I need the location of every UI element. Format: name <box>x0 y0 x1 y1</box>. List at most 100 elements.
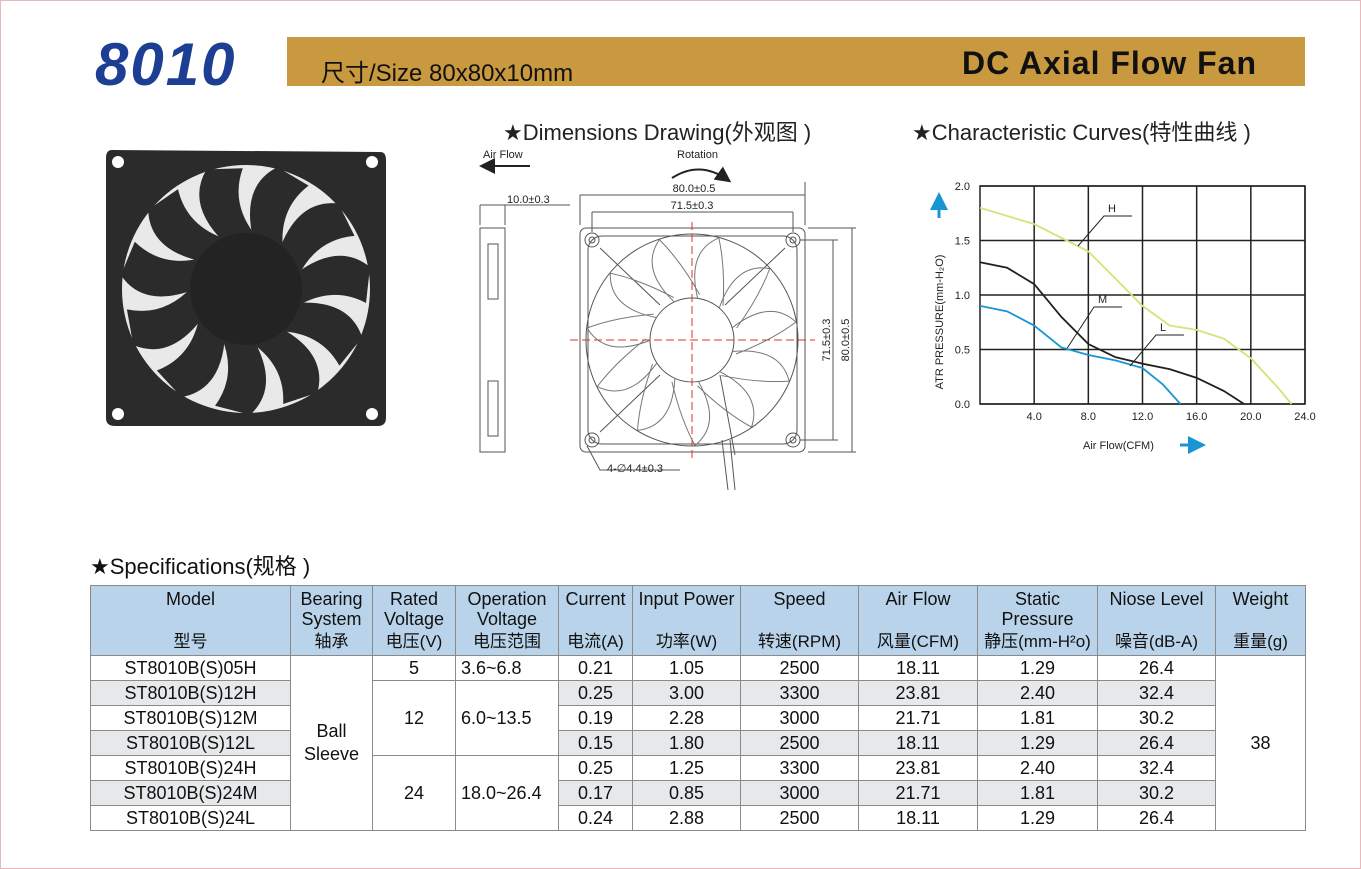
y-tick-label: 0.5 <box>955 345 970 357</box>
header-en: Weight <box>1232 589 1289 609</box>
drawing-blade <box>721 350 790 383</box>
header-en: Static Pressure <box>1001 589 1074 629</box>
spec-cell: 0.25 <box>558 680 633 706</box>
mount-hole <box>112 156 124 168</box>
dimensions-title: ★Dimensions Drawing(外观图 ) <box>503 120 811 145</box>
header-en: Bearing System <box>300 589 363 629</box>
spec-cell: 30.2 <box>1097 705 1216 731</box>
fan-hub <box>190 233 302 345</box>
spec-cell: 1.25 <box>632 755 741 781</box>
spec-cell: 3000 <box>740 705 859 731</box>
header-zh: 电流(A) <box>567 632 624 651</box>
header-en: Rated Voltage <box>383 589 445 629</box>
spec-cell: 32.4 <box>1097 755 1216 781</box>
fan-blade <box>250 326 320 404</box>
x-tick-label: 12.0 <box>1132 411 1153 423</box>
column-header: Speed 转速(RPM) <box>740 585 859 656</box>
y-tick-label: 1.5 <box>955 236 970 248</box>
leader-line <box>1065 306 1122 351</box>
column-header: Static Pressure 静压(mm-H²o) <box>977 585 1098 656</box>
spec-cell: 2.40 <box>977 680 1098 706</box>
spec-cell: 1.29 <box>977 730 1098 756</box>
model-number: 8010 <box>95 31 237 98</box>
voltage-range-cell: 3.6~6.8 <box>455 655 559 681</box>
spec-cell: 3300 <box>740 755 859 781</box>
header-zh: 轴承 <box>314 632 349 651</box>
hole-width: 71.5±0.3 <box>671 200 714 212</box>
spec-row: ST8010B(S)24M 0.17 0.85 3000 21.71 1.81 30.2 <box>90 780 1306 806</box>
header-en: Model <box>165 589 216 609</box>
bearing-cell: Ball Sleeve <box>290 655 373 831</box>
fan-blade <box>215 335 266 415</box>
voltage-range-cell: 18.0~26.4 <box>455 755 559 831</box>
spec-cell: 0.85 <box>632 780 741 806</box>
header-zh: 转速(RPM) <box>757 632 842 651</box>
model-cell: ST8010B(S)05H <box>90 655 291 681</box>
spec-cell: 1.29 <box>977 805 1098 831</box>
spec-cell: 21.71 <box>858 705 978 731</box>
fan-blade <box>278 302 363 366</box>
spec-cell: 2500 <box>740 805 859 831</box>
rated-voltage-cell: 24 <box>372 755 456 831</box>
header-en: Air Flow <box>885 589 951 609</box>
drawing-blade <box>609 272 675 319</box>
spec-cell: 3.00 <box>632 680 741 706</box>
spec-cell: 18.11 <box>858 730 978 756</box>
column-header: Rated Voltage 电压(V) <box>372 585 456 656</box>
chart-title: ★Characteristic Curves(特性曲线 ) <box>912 120 1251 145</box>
header-en: Current <box>565 589 626 609</box>
leader-line <box>1129 334 1184 367</box>
header-zh: 重量(g) <box>1233 632 1288 651</box>
model-cell: ST8010B(S)12H <box>90 680 291 706</box>
spec-cell: 2.28 <box>632 705 741 731</box>
rated-voltage-cell: 5 <box>372 655 456 681</box>
spec-cell: 0.25 <box>558 755 633 781</box>
drawing-blade <box>586 313 654 348</box>
weight-cell: 38 <box>1215 655 1306 831</box>
column-header: Model 型号 <box>90 585 291 656</box>
curve <box>979 206 1293 405</box>
header-zh: 电压(V) <box>385 632 443 651</box>
spec-cell: 0.24 <box>558 805 633 831</box>
mount-hole <box>366 408 378 420</box>
spec-cell: 0.21 <box>558 655 633 681</box>
header-zh: 静压(mm-H²o) <box>984 632 1091 651</box>
size: 尺寸/Size 80x80x10mm <box>321 60 574 87</box>
spec-cell: 0.19 <box>558 705 633 731</box>
drawing-blade <box>718 267 771 329</box>
column-header: Air Flow 风量(CFM) <box>858 585 978 656</box>
fan-blade <box>156 314 226 398</box>
spec-cell: 26.4 <box>1097 655 1216 681</box>
column-header: Niose Level 噪音(dB-A) <box>1097 585 1216 656</box>
spec-cell: 26.4 <box>1097 730 1216 756</box>
model-cell: ST8010B(S)24M <box>90 780 291 806</box>
product-name: DC Axial Flow Fan <box>962 45 1257 81</box>
model-cell: ST8010B(S)12M <box>90 705 291 731</box>
spec-cell: 1.81 <box>977 705 1098 731</box>
spec-cell: 2.40 <box>977 755 1098 781</box>
mount-hole <box>112 408 124 420</box>
drawing-blade <box>697 370 755 428</box>
depth-dimension: 10.0±0.3 <box>507 194 550 206</box>
fan-blade <box>294 255 370 307</box>
curve <box>979 261 1245 405</box>
spec-row: ST8010B(S)24H 24 18.0~26.4 0.25 1.25 3300 23.8… <box>90 755 1306 831</box>
spec-cell: 23.81 <box>858 755 978 781</box>
column-header: Bearing System 轴承 <box>290 585 373 656</box>
x-axis-label: Air Flow(CFM) <box>1083 440 1154 452</box>
header-zh: 电压范围 <box>473 632 541 651</box>
center-lines <box>570 222 815 460</box>
series-label: L <box>1160 322 1166 334</box>
drawings: ★Dimensions Drawing(外观图 ) Air Flow Rotat… <box>106 120 1316 491</box>
front-view <box>579 182 856 491</box>
header-bar: 尺寸/Size 80x80x10mm DC Axial Flow Fan <box>287 37 1305 87</box>
header-zh: 噪音(dB-A) <box>1114 632 1199 651</box>
outer-width: 80.0±0.5 <box>673 183 716 195</box>
fan-blade <box>199 168 257 244</box>
column-header: Operation Voltage 电压范围 <box>455 585 559 656</box>
spec-cell: 2.88 <box>632 805 741 831</box>
model-cell: ST8010B(S)12L <box>90 730 291 756</box>
spec-cell: 2500 <box>740 730 859 756</box>
model-cell: ST8010B(S)24L <box>90 805 291 831</box>
